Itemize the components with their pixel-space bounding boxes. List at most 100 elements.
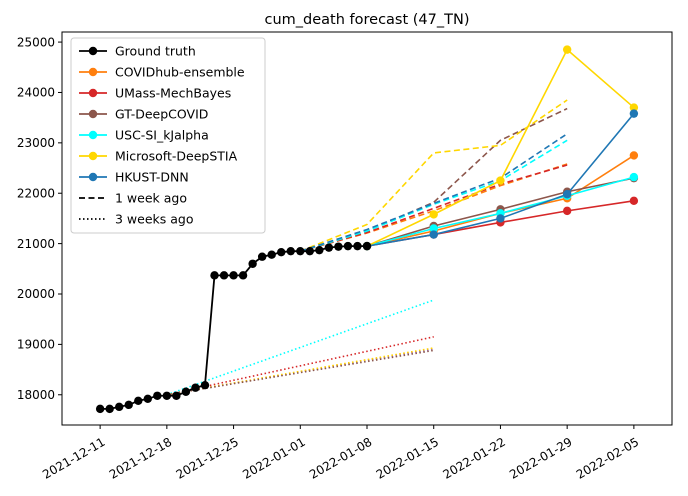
legend-label: GT-DeepCOVID [115,107,208,122]
x-tick-label: 2022-02-05 [574,435,641,482]
point-usc-si-kjalpha [429,224,438,233]
legend-marker [88,151,98,161]
point-hkust-dnn [429,230,438,239]
legend-marker [88,172,98,182]
y-tick-label: 20000 [17,287,55,301]
point-ground-truth [200,381,210,390]
plot-series [95,45,639,414]
point-ground-truth [143,394,152,403]
point-ground-truth [162,391,172,400]
y-axis: 18000 19000 20000 21000 22000 23000 24000 25000 [17,35,62,402]
legend-item-ground-truth: Ground truth [79,44,196,59]
x-tick-label: 2022-01-08 [307,435,374,482]
legend-item-1-week-ago: 1 week ago [79,191,187,206]
point-ground-truth [257,252,267,261]
point-usc-si-kjalpha [629,172,639,182]
x-tick-label: 2022-01-01 [240,435,307,482]
x-tick-label: 2021-12-11 [40,435,107,482]
legend-label: 1 week ago [115,191,187,206]
legend-marker [88,130,98,140]
point-ground-truth [95,404,105,414]
point-ground-truth [219,271,229,280]
x-tick-label: 2022-01-29 [507,435,574,482]
series-line-umass-mechbayes-dotted [166,336,434,396]
point-ground-truth [191,383,200,392]
point-ground-truth [305,246,315,256]
legend-box [70,37,266,234]
point-ground-truth [362,241,372,251]
point-microsoft-deepstia [496,176,505,185]
legend-item-gt-deepcovid: GT-DeepCOVID [79,107,208,122]
point-ground-truth [238,271,248,280]
point-ground-truth [353,241,362,251]
point-microsoft-deepstia [429,210,438,219]
legend-label: Ground truth [115,44,196,59]
legend-item-3-weeks-ago: 3 weeks ago [79,212,194,227]
series-line-usc-si-kjalpha-dashed [300,139,568,252]
series-line-covidhub-ensemble-solid-marker [366,154,635,247]
series-line-microsoft-deepstia-dashed [299,99,568,252]
series-line-usc-si-kjalpha-dotted [166,299,434,396]
y-tick-label: 18000 [17,388,55,402]
point-hkust-dnn [562,190,572,199]
legend-item-usc-si-kjalpha: USC-SI_kJalpha [79,128,209,143]
legend-label: 3 weeks ago [115,212,194,227]
legend-marker [88,67,98,77]
point-ground-truth [315,245,324,255]
point-ground-truth [124,400,133,410]
series-line-gt-deepcovid-dashed [300,107,568,252]
legend-marker [88,109,98,119]
legend-item-covidhub-ensemble: COVIDhub-ensemble [79,65,245,80]
legend-label: UMass-MechBayes [115,86,231,101]
point-ground-truth [153,391,162,400]
point-ground-truth [248,259,257,268]
legend-label: HKUST-DNN [115,170,189,185]
legend-label: USC-SI_kJalpha [115,128,209,143]
y-tick-label: 25000 [17,35,55,49]
legend-marker [88,88,98,98]
x-axis: 2021-12-11 2021-12-18 2021-12-25 2022-01-01… [40,425,641,482]
point-ground-truth [296,246,305,256]
x-tick-label: 2021-12-18 [107,435,174,482]
point-ground-truth [277,247,286,257]
series-line-ground-truth [100,245,367,410]
series-line-hkust-dnn-dashed [300,133,568,252]
legend-label: Microsoft-DeepSTIA [115,149,238,164]
point-ground-truth [105,404,114,414]
point-ground-truth [210,271,219,280]
point-microsoft-deepstia [629,103,639,112]
point-ground-truth [267,250,276,259]
point-microsoft-deepstia [562,45,572,54]
legend-marker [88,46,98,56]
chart-title: cum_death forecast (47_TN) [265,12,470,28]
point-hkust-dnn [496,214,505,223]
point-ground-truth [229,271,238,280]
legend-label: COVIDhub-ensemble [115,65,245,80]
point-ground-truth [343,241,353,251]
x-tick-label: 2021-12-25 [174,435,241,482]
point-ground-truth [134,396,143,406]
point-ground-truth [334,242,343,251]
series-line-hkust-dnn-dotted [166,349,434,396]
point-ground-truth [286,246,295,256]
legend-item-hkust-dnn: HKUST-DNN [79,170,189,185]
y-tick-label: 21000 [17,237,55,251]
point-umass-mechbayes [562,206,572,216]
point-ground-truth [114,402,124,412]
legend: Ground truth COVIDhub-ensemble UMass-MechB… [70,37,266,234]
point-ground-truth [181,387,191,396]
y-tick-label: 19000 [17,338,55,352]
legend-item-microsoft-deepstia: Microsoft-DeepSTIA [79,149,238,164]
x-tick-label: 2022-01-15 [374,435,441,482]
point-hkust-dnn [629,109,639,118]
y-tick-label: 23000 [17,136,55,150]
point-ground-truth [324,243,334,252]
legend-item-umass-mechbayes: UMass-MechBayes [79,86,231,101]
y-tick-label: 24000 [17,86,55,100]
y-tick-label: 22000 [17,186,55,200]
point-covidhub-ensemble [629,151,639,160]
x-tick-label: 2022-01-22 [440,435,507,482]
point-ground-truth [172,391,181,400]
point-umass-mechbayes [629,196,639,205]
